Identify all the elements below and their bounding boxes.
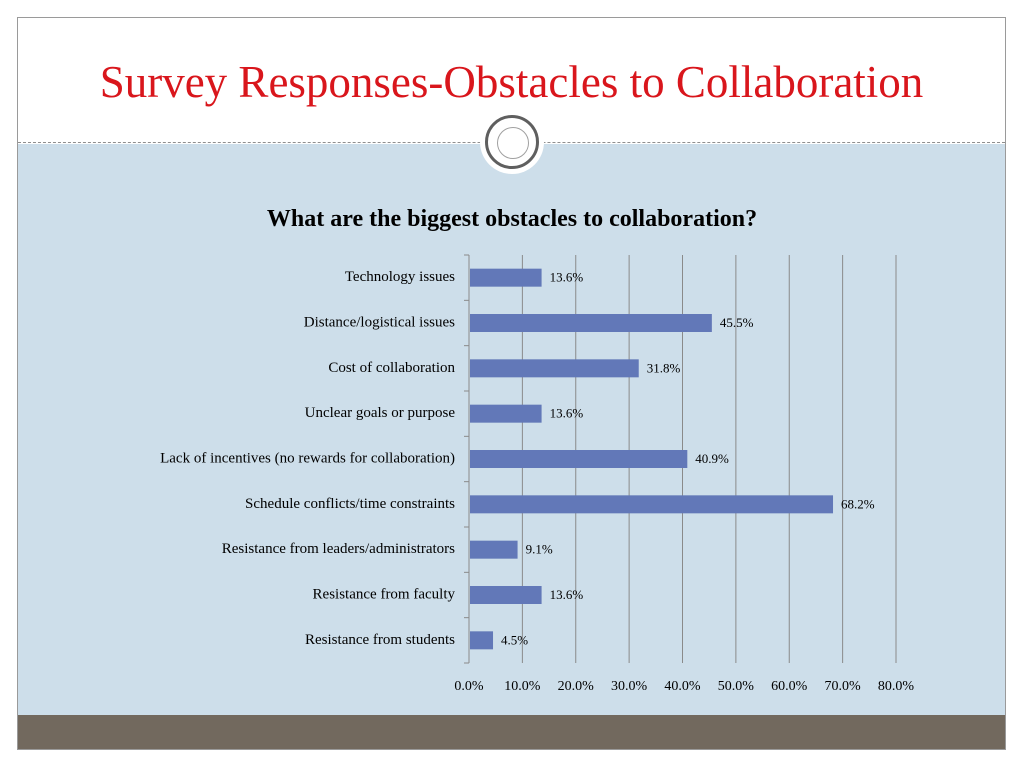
data-label: 4.5% xyxy=(501,632,528,647)
category-label: Schedule conflicts/time constraints xyxy=(245,496,455,512)
category-label: Resistance from faculty xyxy=(313,586,456,602)
data-label: 13.6% xyxy=(550,406,584,421)
x-tick-label: 40.0% xyxy=(664,679,701,694)
slide-title: Survey Responses-Obstacles to Collaborat… xyxy=(99,57,924,107)
data-label: 31.8% xyxy=(647,360,681,375)
labels: Technology issues 13.6% Distance/logistica… xyxy=(160,269,914,694)
data-label: 13.6% xyxy=(550,587,584,602)
bar xyxy=(470,586,542,604)
category-label: Cost of collaboration xyxy=(328,360,455,376)
data-label: 45.5% xyxy=(720,315,754,330)
x-tick-label: 50.0% xyxy=(718,679,755,694)
category-label: Unclear goals or purpose xyxy=(305,405,456,421)
data-label: 68.2% xyxy=(841,496,875,511)
bar xyxy=(470,495,834,514)
data-label: 40.9% xyxy=(695,451,729,466)
bar xyxy=(470,540,518,559)
category-label: Distance/logistical issues xyxy=(304,314,455,330)
divider-ornament-icon xyxy=(480,110,544,174)
bar xyxy=(470,314,712,332)
bars xyxy=(470,268,834,650)
ornament-inner-circle xyxy=(497,127,529,159)
category-label: Resistance from leaders/administrators xyxy=(222,541,455,557)
bar xyxy=(470,404,542,423)
data-label: 9.1% xyxy=(526,542,553,557)
x-tick-label: 0.0% xyxy=(454,679,484,694)
chart-title: What are the biggest obstacles to collab… xyxy=(267,206,757,232)
ornament-ring xyxy=(485,115,539,169)
x-tick-label: 20.0% xyxy=(558,679,595,694)
x-tick-label: 60.0% xyxy=(771,679,808,694)
bottom-bar xyxy=(18,715,1005,749)
content-area xyxy=(18,144,1005,716)
bar xyxy=(470,631,494,650)
x-tick-label: 70.0% xyxy=(825,679,862,694)
slide: Survey Responses-Obstacles to Collaborat… xyxy=(17,17,1006,750)
x-tick-label: 10.0% xyxy=(504,679,541,694)
bar xyxy=(470,268,542,287)
category-label: Technology issues xyxy=(345,269,455,285)
x-tick-label: 80.0% xyxy=(878,679,915,694)
category-label: Lack of incentives (no rewards for colla… xyxy=(160,450,455,466)
category-label: Resistance from students xyxy=(305,632,455,648)
bar xyxy=(470,450,688,468)
x-tick-label: 30.0% xyxy=(611,679,648,694)
bar xyxy=(470,359,639,378)
data-label: 13.6% xyxy=(550,270,584,285)
